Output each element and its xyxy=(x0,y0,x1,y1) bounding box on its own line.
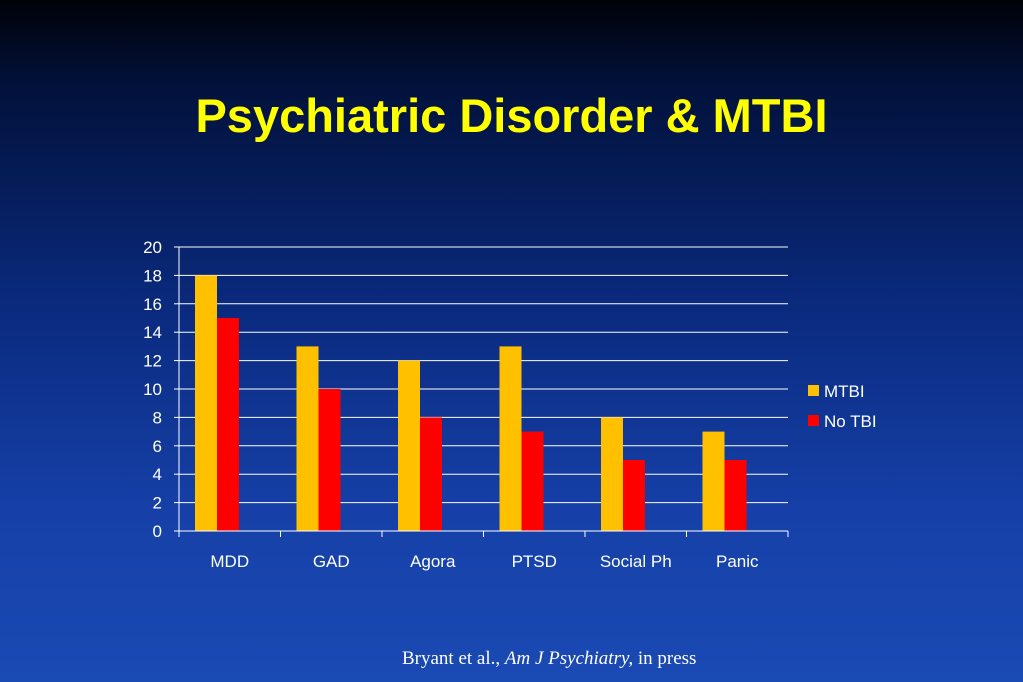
x-tick-label: Panic xyxy=(716,552,759,571)
bars xyxy=(195,275,747,531)
bar-mtbi-social-ph xyxy=(601,417,623,531)
y-tick-label: 10 xyxy=(143,380,162,399)
bar-mtbi-gad xyxy=(296,346,319,531)
bar-mtbi-mdd xyxy=(195,275,217,531)
y-tick-labels: 0 2 4 6 8 10 12 14 16 18 20 xyxy=(143,238,162,541)
bar-mtbi-ptsd xyxy=(499,346,522,531)
citation-authors: Bryant et al., xyxy=(402,648,501,669)
legend-label-mtbi: MTBI xyxy=(824,382,865,401)
axes xyxy=(174,246,789,537)
bar-mtbi-panic xyxy=(702,431,725,531)
x-tick-label: GAD xyxy=(313,552,350,571)
y-tick-label: 0 xyxy=(153,522,162,541)
bar-no-tbi-gad xyxy=(318,389,341,531)
bar-no-tbi-agora xyxy=(420,417,442,531)
bar-mtbi-agora xyxy=(398,360,420,531)
y-tick-label: 6 xyxy=(153,437,162,456)
legend-label-no-tbi: No TBI xyxy=(824,412,877,431)
x-tick-label: Agora xyxy=(410,552,456,571)
bar-no-tbi-panic xyxy=(724,460,747,531)
page-title: Psychiatric Disorder & MTBI xyxy=(195,89,828,142)
bar-no-tbi-mdd xyxy=(217,318,239,531)
x-tick-label: Social Ph xyxy=(600,552,672,571)
y-tick-label: 2 xyxy=(153,494,162,513)
y-tick-label: 18 xyxy=(143,266,162,285)
bar-chart: 0 2 4 6 8 10 12 14 16 18 20 MDD GAD Agora PTSD Social … xyxy=(143,238,877,571)
legend: MTBI No TBI xyxy=(808,382,877,431)
bar-no-tbi-social-ph xyxy=(623,460,645,531)
citation-journal: Am J Psychiatry, xyxy=(504,648,634,669)
citation: Bryant et al., Am J Psychiatry, in press xyxy=(402,648,696,670)
citation-status: in press xyxy=(637,648,697,669)
y-tick-label: 16 xyxy=(143,295,162,314)
bar-no-tbi-ptsd xyxy=(521,431,544,531)
y-tick-label: 14 xyxy=(143,323,162,342)
y-tick-label: 8 xyxy=(153,408,162,427)
x-tick-labels: MDD GAD Agora PTSD Social Ph Panic xyxy=(210,552,759,571)
gridlines xyxy=(179,246,788,504)
x-tick-label: MDD xyxy=(210,552,249,571)
legend-swatch-mtbi xyxy=(808,385,819,396)
legend-swatch-no-tbi xyxy=(808,415,819,426)
y-tick-label: 20 xyxy=(143,238,162,257)
y-tick-label: 12 xyxy=(143,352,162,371)
x-tick-label: PTSD xyxy=(512,552,557,571)
y-tick-label: 4 xyxy=(153,465,162,484)
